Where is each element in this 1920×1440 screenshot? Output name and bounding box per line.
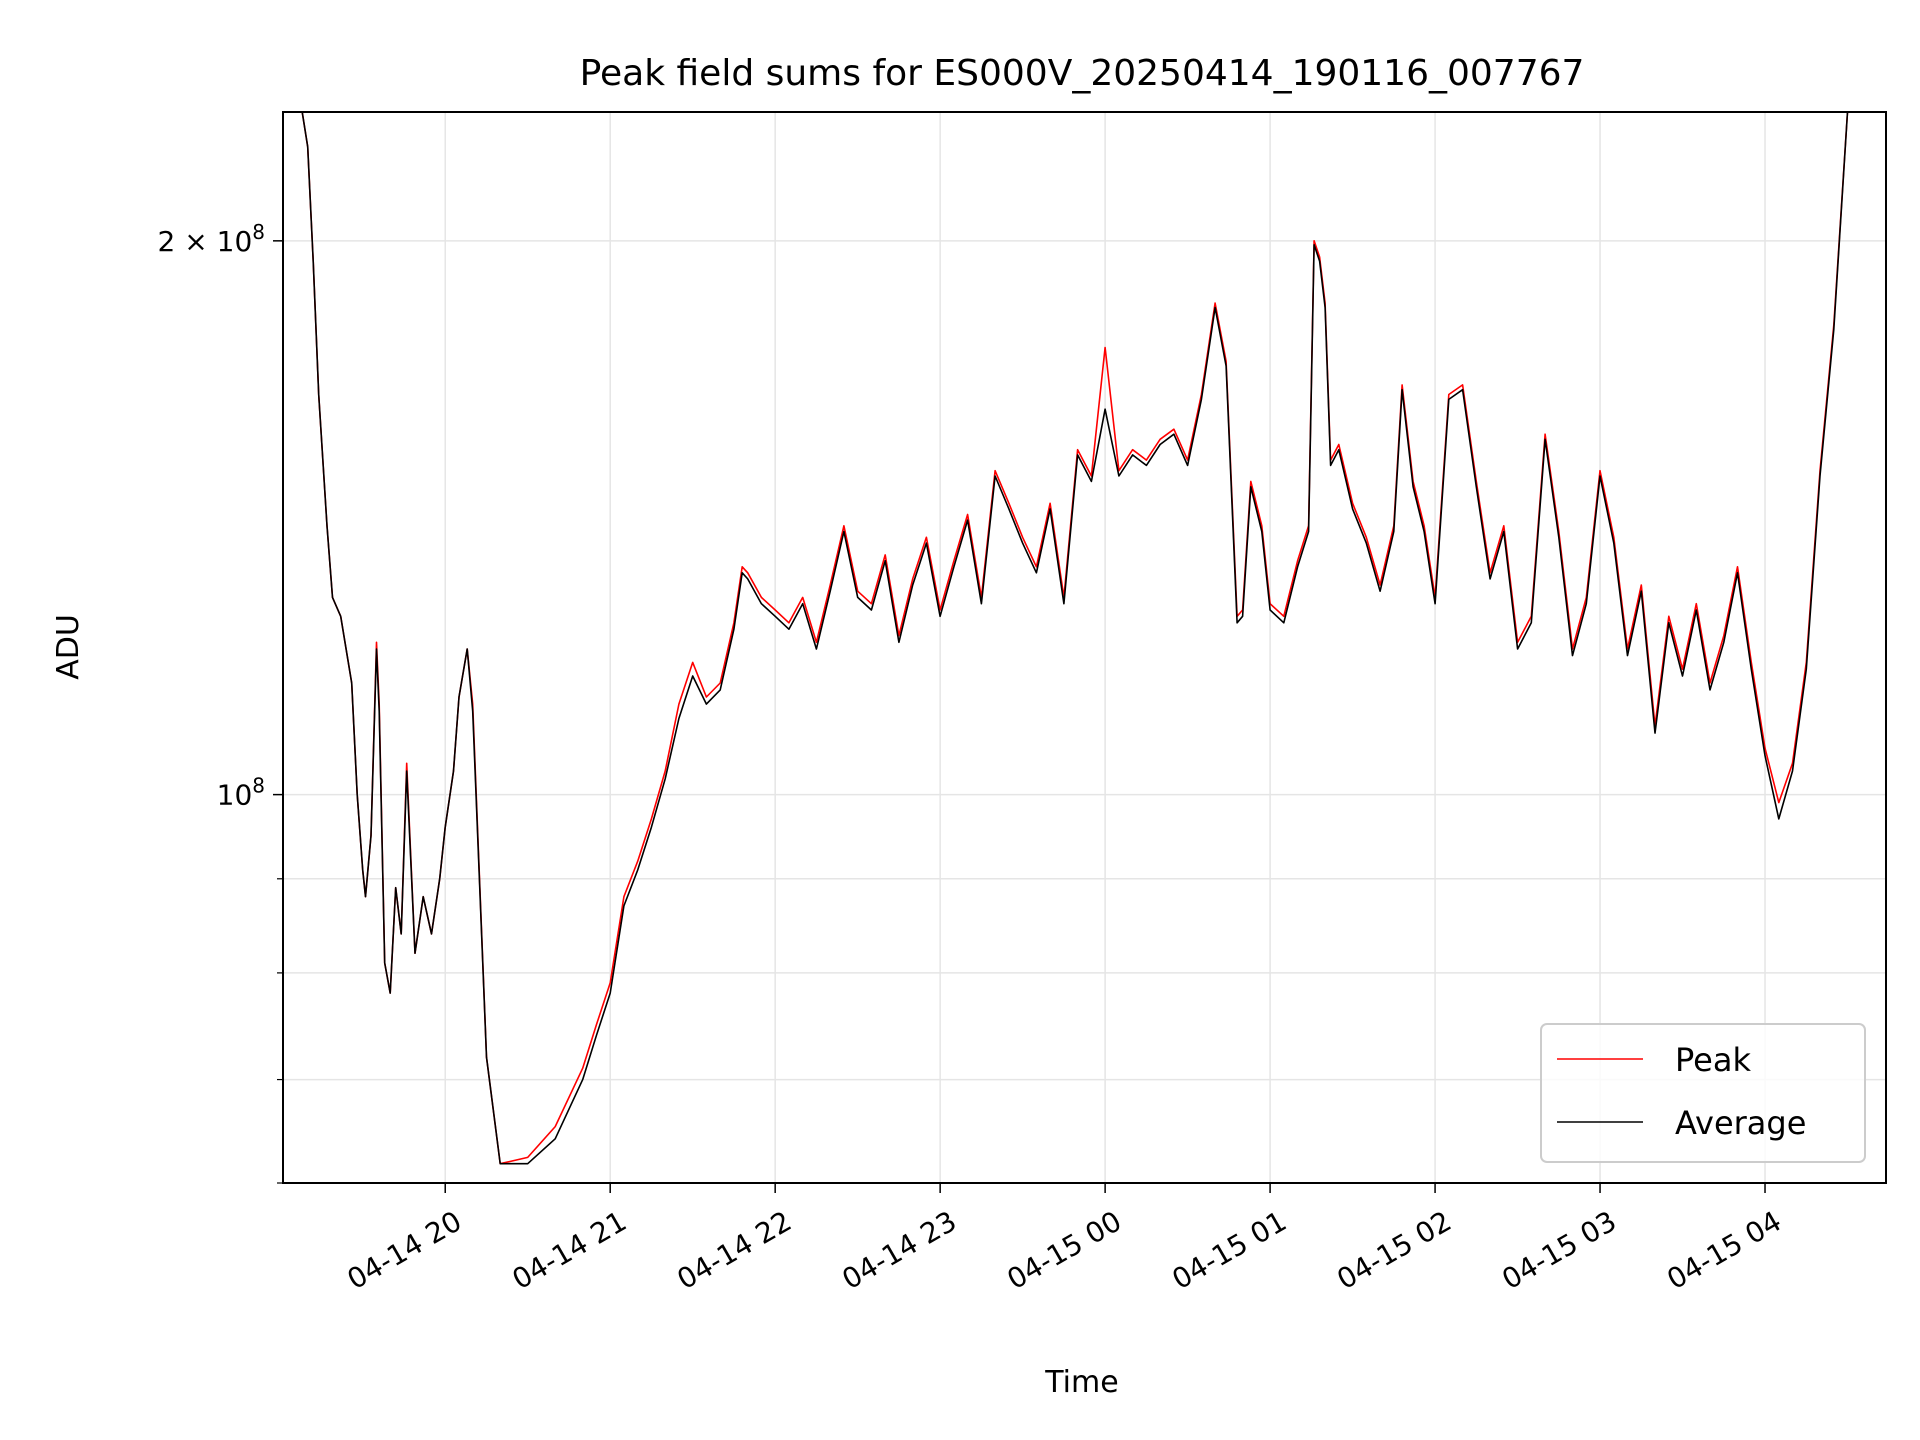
y-axis-ticks: 108 2 × 108	[158, 220, 283, 1184]
chart-title: Peak field sums for ES000V_20250414_1901…	[580, 53, 1585, 94]
legend: Peak Average	[1540, 1023, 1866, 1163]
x-tick-label: 04-14 23	[837, 1204, 963, 1296]
series-line-peak	[294, 111, 1862, 1165]
x-tick-label: 04-15 01	[1166, 1204, 1292, 1296]
legend-label-peak: Peak	[1675, 1041, 1751, 1079]
series-line-average	[294, 111, 1862, 1165]
x-tick-label: 04-15 02	[1331, 1204, 1457, 1296]
x-axis-ticks: 04-14 20 04-14 21 04-14 22 04-14 23 04-15 00…	[342, 1183, 1787, 1296]
x-tick-label: 04-14 21	[507, 1204, 633, 1296]
legend-label-average: Average	[1675, 1104, 1806, 1142]
x-tick-label: 04-15 03	[1496, 1204, 1622, 1296]
grid-lines	[283, 112, 1886, 1184]
x-tick-label: 04-14 22	[672, 1204, 798, 1296]
plot-frame	[282, 111, 1887, 1184]
y-tick-label: 108	[217, 774, 265, 812]
y-axis-label: ADU	[51, 614, 86, 680]
x-axis-label: Time	[1044, 1365, 1118, 1400]
x-tick-label: 04-15 00	[1001, 1204, 1127, 1296]
y-tick-label: 2 × 108	[158, 220, 265, 258]
data-series	[294, 111, 1862, 1165]
x-tick-label: 04-14 20	[342, 1204, 468, 1296]
x-tick-label: 04-15 04	[1661, 1204, 1787, 1296]
